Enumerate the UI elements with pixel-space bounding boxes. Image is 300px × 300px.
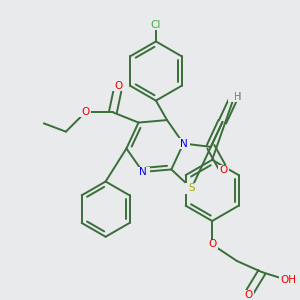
Bar xyxy=(136,167,150,177)
Text: O: O xyxy=(81,107,89,117)
Bar xyxy=(228,92,241,102)
Bar xyxy=(112,81,124,91)
Bar xyxy=(206,239,218,249)
Text: S: S xyxy=(188,183,195,193)
Text: O: O xyxy=(208,239,216,250)
Text: O: O xyxy=(114,81,122,91)
Text: N: N xyxy=(139,167,147,177)
Bar xyxy=(242,290,254,300)
Bar xyxy=(279,275,297,285)
Text: Cl: Cl xyxy=(151,20,161,30)
Text: H: H xyxy=(234,92,242,102)
Text: H: H xyxy=(235,92,242,102)
Bar xyxy=(218,165,230,175)
Bar xyxy=(79,107,91,117)
Text: OH: OH xyxy=(280,275,296,285)
Text: O: O xyxy=(219,165,228,175)
Bar xyxy=(148,19,164,30)
Bar xyxy=(185,183,198,194)
Bar xyxy=(176,138,190,149)
Text: O: O xyxy=(244,290,252,300)
Text: N: N xyxy=(180,139,187,148)
